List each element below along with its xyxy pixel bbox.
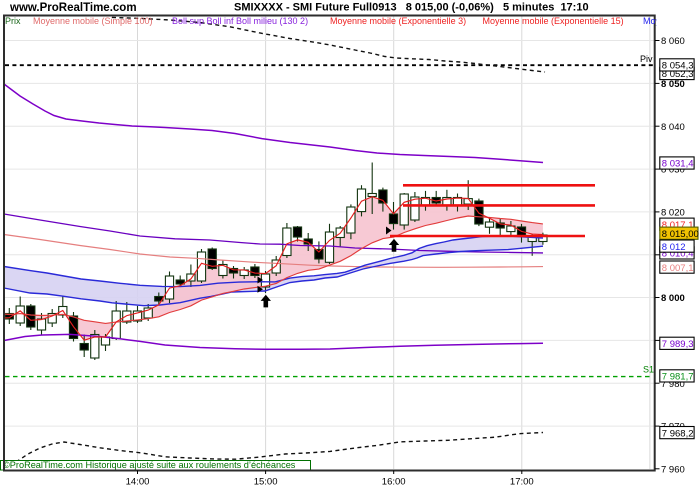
- svg-text:8 031,4: 8 031,4: [662, 159, 694, 170]
- svg-text:Moyenne mobile (Exponentielle: Moyenne mobile (Exponentielle 15): [483, 16, 624, 26]
- svg-text:8 040: 8 040: [661, 122, 685, 133]
- svg-text:7 981,7: 7 981,7: [662, 372, 694, 383]
- svg-text:Boll sup Boll inf Boll milieu: Boll sup Boll inf Boll milieu (130 2): [172, 16, 308, 26]
- svg-text:8 010,4: 8 010,4: [662, 249, 694, 260]
- svg-text:Moy: Moy: [643, 16, 661, 26]
- svg-text:S1: S1: [643, 365, 654, 375]
- svg-text:8 050: 8 050: [661, 79, 685, 90]
- svg-text:8 015,00: 8 015,00: [662, 229, 699, 240]
- svg-text:Prix: Prix: [5, 16, 21, 26]
- svg-text:8 012: 8 012: [662, 242, 686, 253]
- svg-text:www.ProRealTime.com: www.ProRealTime.com: [9, 2, 137, 14]
- svg-text:8 060: 8 060: [661, 36, 685, 47]
- svg-text:7 980: 7 980: [661, 379, 685, 390]
- svg-text:8 054,3: 8 054,3: [662, 61, 694, 72]
- svg-text:17:00: 17:00: [510, 477, 534, 488]
- svg-text:14:00: 14:00: [126, 477, 150, 488]
- svg-text:8 000: 8 000: [661, 293, 685, 304]
- svg-text:Moyenne mobile (Exponentielle: Moyenne mobile (Exponentielle 3): [330, 16, 466, 26]
- svg-text:7 989,3: 7 989,3: [662, 339, 694, 350]
- svg-text:8 007,1: 8 007,1: [662, 263, 694, 274]
- svg-text:Moyenne mobile (Simple 100): Moyenne mobile (Simple 100): [33, 16, 153, 26]
- svg-text:16:00: 16:00: [382, 477, 406, 488]
- svg-text:7 960: 7 960: [661, 464, 685, 475]
- svg-text:Piv: Piv: [640, 54, 653, 64]
- svg-text:8 052,3: 8 052,3: [662, 69, 694, 80]
- svg-text:15:00: 15:00: [254, 477, 278, 488]
- svg-text:8 030: 8 030: [661, 165, 685, 176]
- svg-text:8 020: 8 020: [661, 208, 685, 219]
- svg-text:8 017,1: 8 017,1: [662, 220, 694, 231]
- svg-text:7 968,2: 7 968,2: [662, 428, 694, 439]
- svg-text:SMIXXXX - SMI Future Full0913: SMIXXXX - SMI Future Full0913 8 015,00 (…: [234, 2, 589, 14]
- svg-text:©ProRealTime.com Historique a: ©ProRealTime.com Historique ajusté suite…: [3, 460, 296, 470]
